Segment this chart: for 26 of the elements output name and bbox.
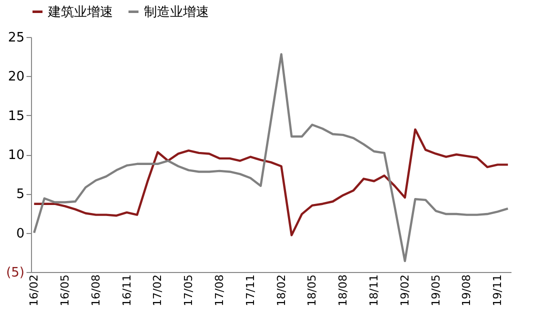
y-tick-label: 25 — [8, 30, 24, 46]
x-tick-label: 19/02 — [398, 274, 412, 306]
x-tick-label: 18/05 — [306, 274, 319, 306]
y-tick-label: 15 — [8, 108, 24, 124]
line-series — [32, 128, 510, 236]
x-tick-label: 17/08 — [213, 274, 226, 306]
x-tick-label: 16/02 — [28, 274, 41, 306]
x-tick-label: 17/05 — [182, 274, 196, 306]
x-tick-label: 18/02 — [274, 274, 288, 306]
y-tick-label: 0 — [16, 226, 24, 242]
x-tick-label: 17/02 — [151, 274, 164, 306]
x-tick-label: 19/05 — [429, 274, 442, 306]
x-tick-label: 18/08 — [336, 274, 350, 306]
y-tick-label: 20 — [8, 70, 24, 85]
x-tick-label: 17/11 — [244, 274, 257, 306]
x-tick-label: 16/11 — [120, 274, 134, 306]
y-tick-label: 5 — [16, 187, 24, 202]
legend-label: 制造业增速 — [144, 4, 209, 20]
legend-label: 建筑业增速 — [47, 4, 113, 20]
x-tick-label: 16/08 — [89, 274, 102, 306]
x-tick-label: 19/08 — [460, 274, 474, 306]
x-tick-label: 16/05 — [58, 274, 72, 306]
x-tick-label: 18/11 — [368, 274, 381, 306]
y-tick-label: (5) — [6, 266, 24, 280]
x-tick-label: 19/11 — [491, 274, 504, 306]
y-tick-label: 10 — [8, 148, 24, 163]
